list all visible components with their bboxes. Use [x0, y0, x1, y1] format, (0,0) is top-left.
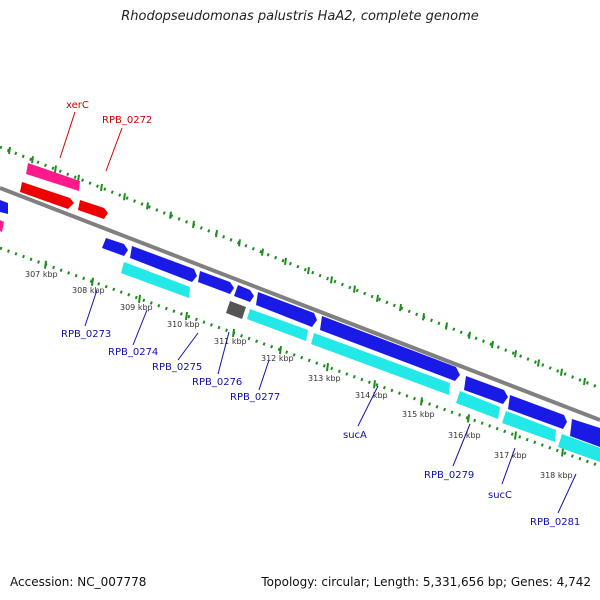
gene-label-sucA[interactable]: sucA — [343, 430, 367, 441]
inner-tick — [326, 363, 329, 372]
feature-blue-sucA[interactable] — [320, 316, 460, 381]
genome-stats-text: Topology: circular; Length: 5,331,656 bp… — [261, 575, 591, 589]
inner-dotted-track — [0, 246, 600, 468]
feature-xerC[interactable] — [26, 163, 80, 191]
gene-label-RPB_0274[interactable]: RPB_0274 — [108, 347, 158, 358]
feature-left-pink-edge[interactable] — [0, 220, 4, 232]
tick-label-314: 314 kbp — [355, 391, 388, 400]
outer-tick — [284, 257, 287, 266]
tick-label-313: 313 kbp — [308, 374, 341, 383]
inner-tick — [44, 260, 47, 269]
outer-tick — [169, 211, 172, 219]
feature-cyan-d[interactable] — [502, 411, 556, 442]
feature-red-1[interactable] — [20, 182, 74, 209]
feature-gray[interactable] — [226, 301, 246, 319]
feature-cyan-a[interactable] — [121, 262, 190, 298]
inner-tick — [373, 380, 376, 389]
tick-labels: 307 kbp 308 kbp 309 kbp 310 kbp 311 kbp … — [25, 270, 573, 480]
feature-cyan-e[interactable] — [558, 434, 600, 462]
label-leaders-top — [59, 111, 123, 172]
feature-cyan-sucA[interactable] — [311, 333, 450, 395]
genome-backbone — [0, 186, 600, 422]
outer-tick — [491, 340, 494, 349]
gene-label-RPB_0276[interactable]: RPB_0276 — [192, 377, 242, 388]
inner-tick — [232, 328, 235, 338]
feature-cyan-b[interactable] — [247, 309, 308, 341]
reverse-features — [102, 238, 600, 462]
tick-label-318: 318 kbp — [540, 471, 573, 480]
outer-tick — [560, 368, 563, 376]
tick-label-310: 310 kbp — [167, 320, 200, 329]
feature-blue-h[interactable] — [570, 419, 600, 447]
inner-tick — [467, 414, 470, 423]
outer-tick — [445, 322, 448, 330]
outer-tick — [238, 239, 241, 247]
outer-tick — [422, 313, 425, 321]
outer-tick-marks — [8, 146, 586, 457]
gene-label-sucC[interactable]: sucC — [488, 490, 512, 501]
outer-tick — [261, 248, 264, 256]
tick-label-317: 317 kbp — [494, 451, 527, 460]
gene-label-RPB_0279[interactable]: RPB_0279 — [424, 470, 474, 481]
gene-label-RPB_0281[interactable]: RPB_0281 — [530, 517, 580, 528]
outer-tick — [537, 359, 540, 367]
outer-tick — [54, 165, 57, 173]
outer-tick — [123, 193, 126, 201]
tick-label-315: 315 kbp — [402, 410, 435, 419]
outer-tick — [330, 276, 333, 284]
gene-labels-top: xerC RPB_0272 — [66, 100, 152, 126]
outer-tick — [399, 303, 402, 312]
outer-tick — [100, 183, 103, 192]
outer-tick — [376, 294, 379, 302]
tick-label-316: 316 kbp — [448, 431, 481, 440]
outer-tick — [514, 350, 517, 358]
inner-tick — [561, 448, 564, 457]
feature-blue-g[interactable] — [508, 395, 567, 429]
gene-label-RPB_0273[interactable]: RPB_0273 — [61, 329, 111, 340]
gene-label-xerC[interactable]: xerC — [66, 100, 89, 111]
inner-tick — [420, 397, 423, 406]
forward-features — [0, 163, 108, 232]
map-title: Rhodopseudomonas palustris HaA2, complet… — [121, 9, 479, 24]
feature-blue-b[interactable] — [130, 246, 197, 282]
feature-cyan-c[interactable] — [456, 391, 500, 419]
outer-tick — [353, 285, 356, 293]
outer-tick — [468, 331, 471, 339]
feature-blue-c[interactable] — [198, 271, 234, 294]
inner-tick — [91, 277, 94, 286]
outer-dotted-track — [0, 145, 600, 390]
tick-label-311: 311 kbp — [214, 337, 247, 346]
outer-tick — [192, 220, 195, 229]
feature-RPB_0272[interactable] — [78, 200, 108, 219]
outer-tick — [8, 146, 11, 155]
inner-tick — [138, 294, 141, 303]
accession-text: Accession: NC_007778 — [10, 575, 147, 589]
tick-label-312: 312 kbp — [261, 354, 294, 363]
outer-tick — [146, 202, 149, 210]
inner-tick — [279, 345, 282, 355]
inner-tick — [514, 431, 517, 440]
gene-label-RPB_0277[interactable]: RPB_0277 — [230, 392, 280, 403]
outer-tick — [215, 230, 218, 238]
gene-label-RPB_0272[interactable]: RPB_0272 — [102, 115, 152, 126]
gene-labels-bottom: RPB_0273 RPB_0274 RPB_0275 RPB_0276 RPB_… — [61, 329, 580, 528]
outer-tick — [31, 156, 34, 164]
tick-label-307: 307 kbp — [25, 270, 58, 279]
feature-blue-f[interactable] — [464, 376, 508, 404]
tick-label-308: 308 kbp — [72, 286, 105, 295]
outer-tick — [307, 266, 310, 275]
label-leaders-bottom — [84, 289, 577, 514]
outer-tick — [583, 377, 586, 386]
feature-blue-d[interactable] — [234, 285, 254, 302]
inner-tick — [185, 311, 188, 321]
feature-blue-a[interactable] — [102, 238, 128, 256]
tick-label-309: 309 kbp — [120, 303, 153, 312]
gene-label-RPB_0275[interactable]: RPB_0275 — [152, 362, 202, 373]
feature-blue-e[interactable] — [256, 292, 317, 327]
feature-left-blue-edge[interactable] — [0, 200, 8, 214]
